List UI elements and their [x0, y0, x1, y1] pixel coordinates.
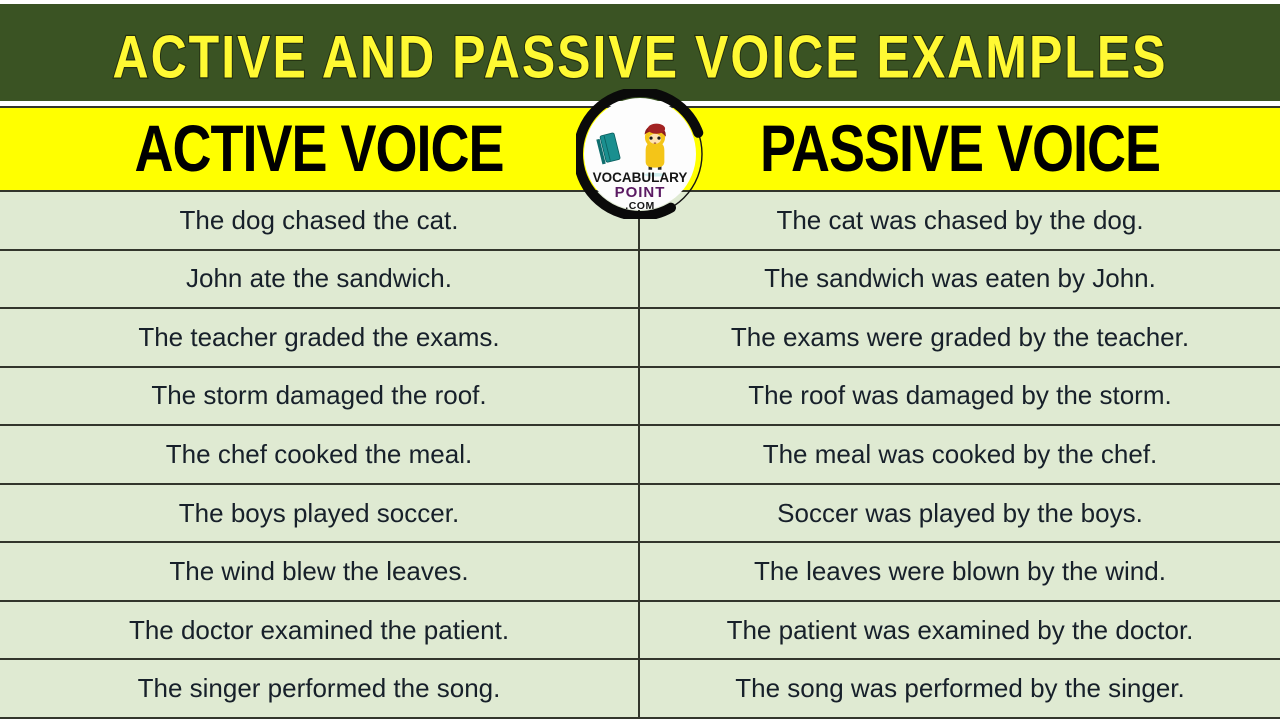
svg-text:.COM: .COM — [625, 200, 654, 212]
svg-text:VOCABULARY: VOCABULARY — [593, 170, 688, 185]
svg-text:POINT: POINT — [615, 184, 666, 201]
